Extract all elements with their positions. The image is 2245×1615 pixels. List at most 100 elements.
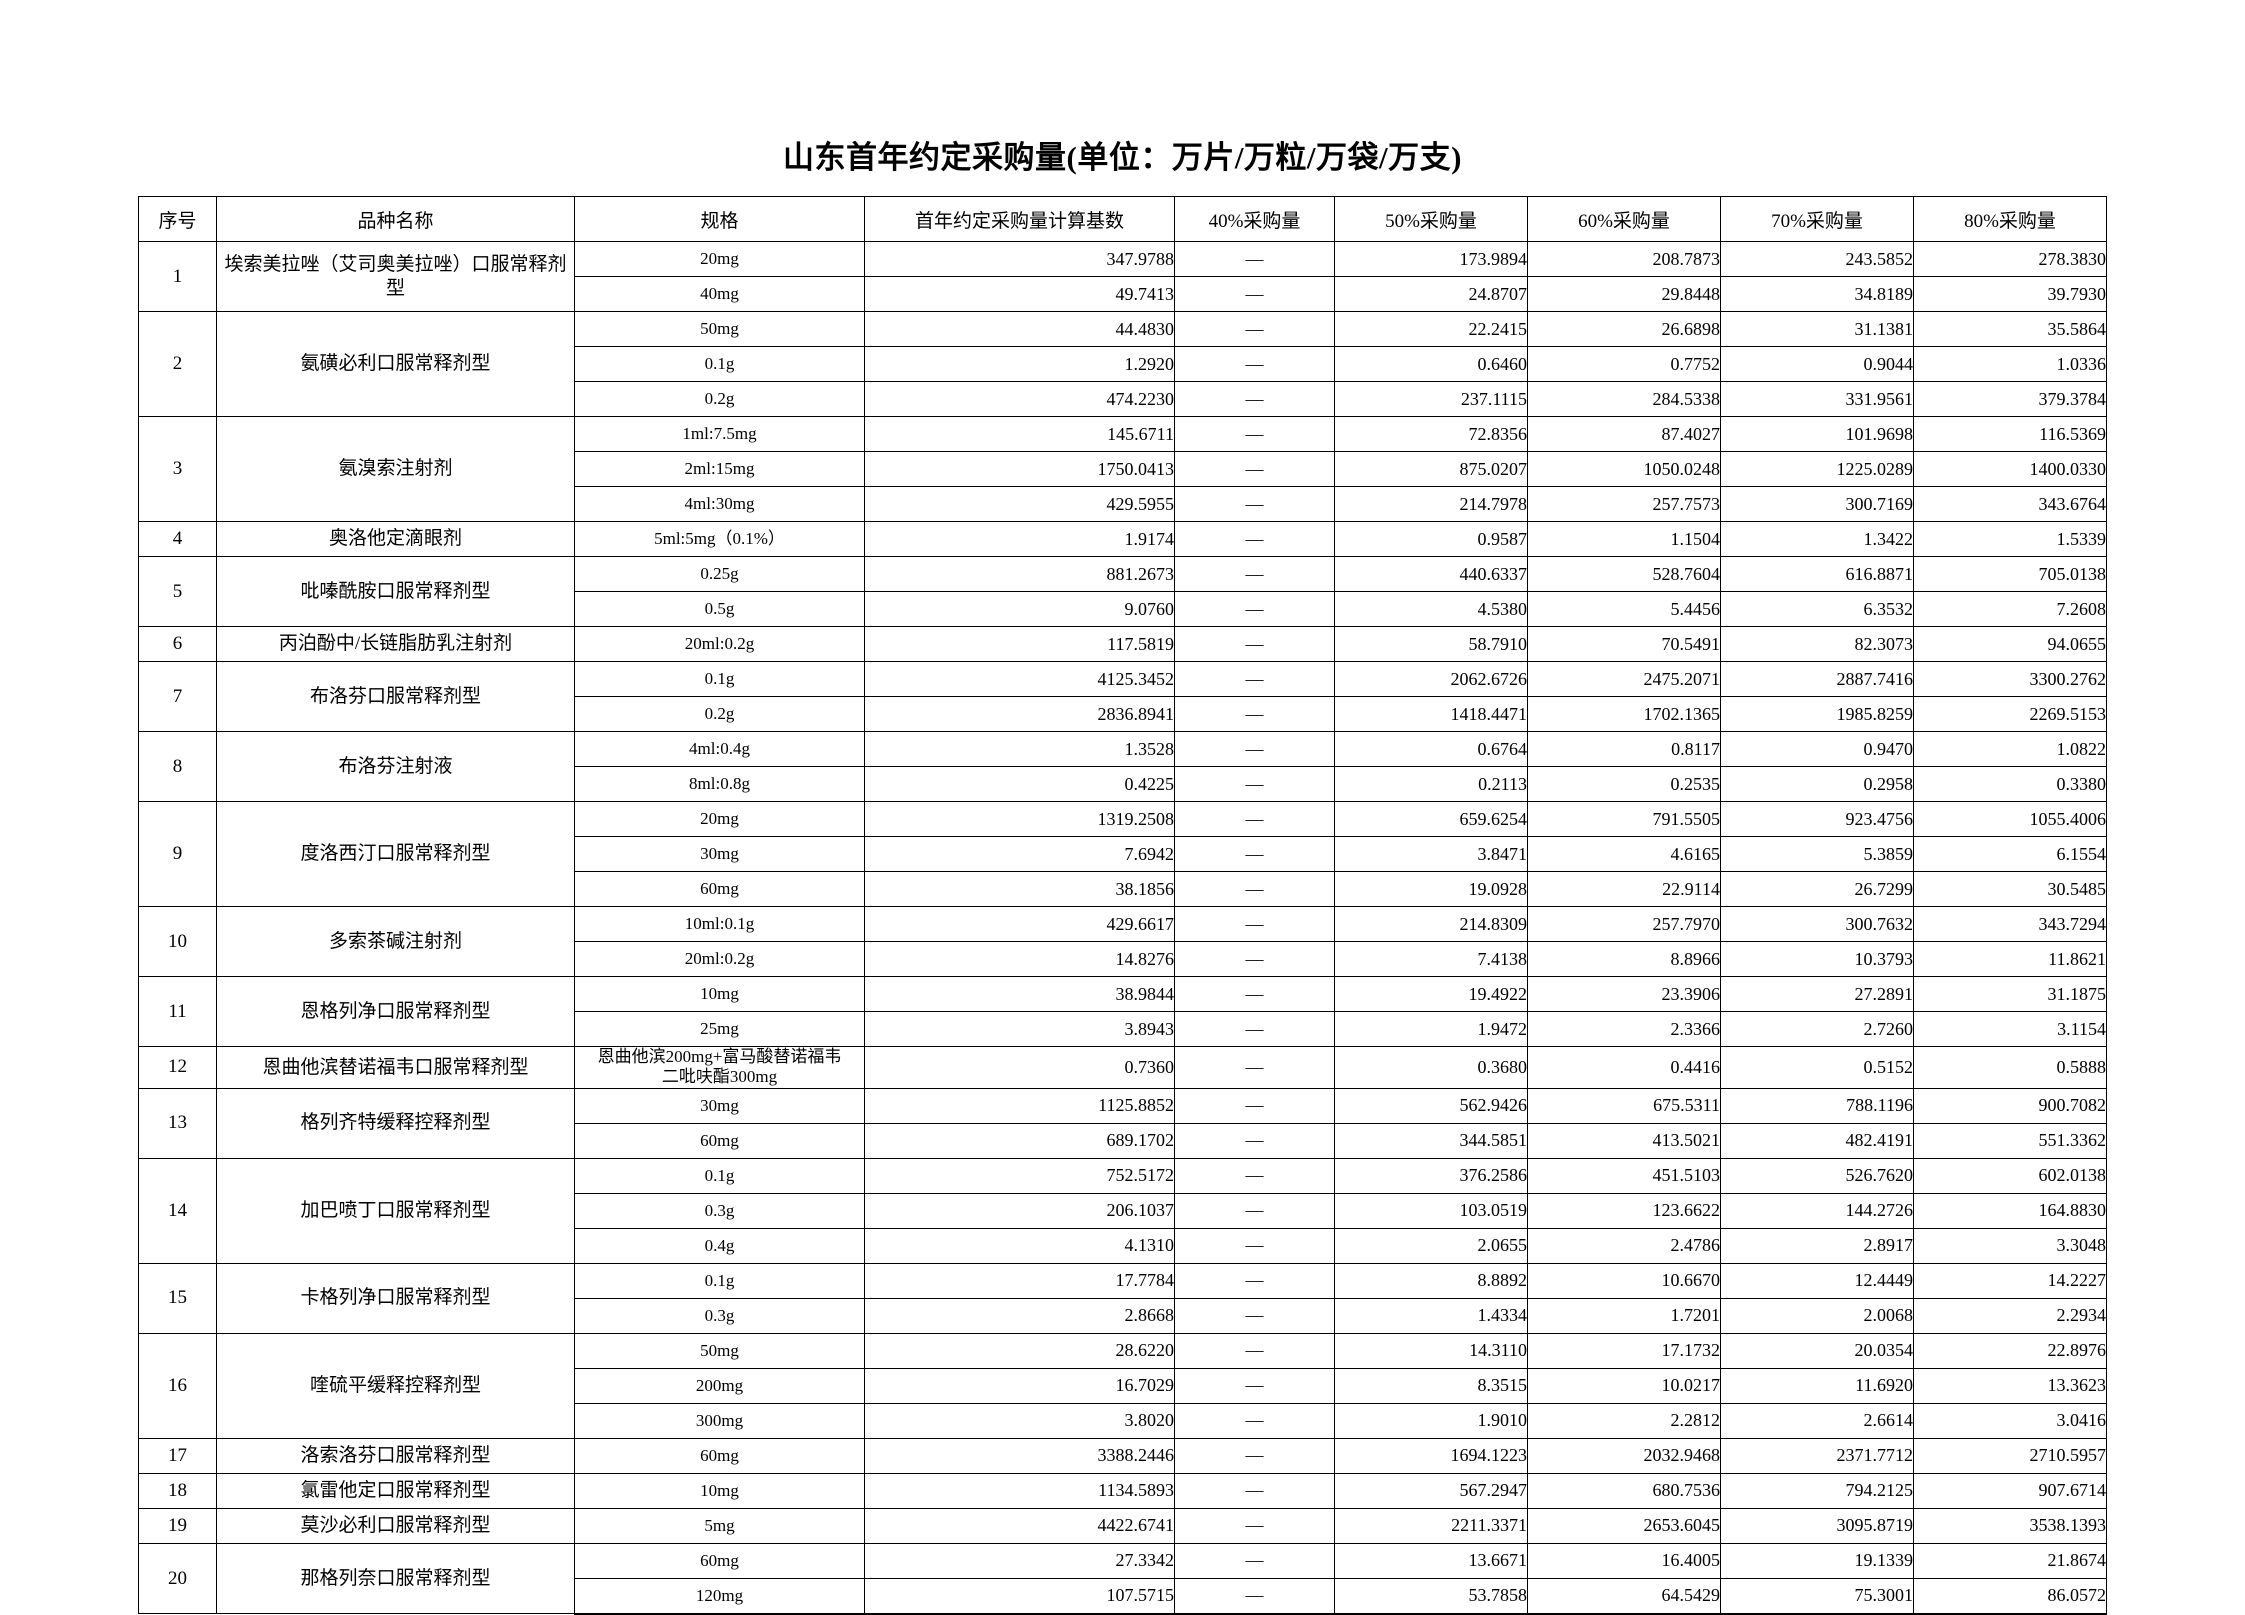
cell-product-name: 奥洛他定滴眼剂 xyxy=(216,521,575,557)
cell-pct80: 1.0822 xyxy=(1913,731,2107,767)
cell-specification: 50mg xyxy=(574,311,865,347)
cell-base-quantity: 881.2673 xyxy=(864,556,1175,592)
cell-specification: 0.2g xyxy=(574,381,865,417)
table-row: 7 布洛芬口服常释剂型 0.1g 4125.3452—2062.6726 2475.20… xyxy=(138,661,2107,732)
column-header-pct60: 60%采购量 xyxy=(1527,196,1721,242)
cell-pct60: 284.5338 xyxy=(1527,381,1721,417)
cell-pct40: — xyxy=(1174,311,1335,347)
cell-pct70: 1.3422 xyxy=(1720,521,1914,557)
cell-base-quantity: 1134.5893 xyxy=(864,1472,1175,1509)
cell-pct50: 1.9010 xyxy=(1334,1402,1528,1439)
cell-pct70: 26.7299 xyxy=(1720,871,1914,907)
cell-pct70: 5.3859 xyxy=(1720,836,1914,872)
cell-specification: 4ml:0.4g xyxy=(574,731,865,767)
cell-pct80: 30.5485 xyxy=(1913,871,2107,907)
cell-index: 1 xyxy=(138,241,217,312)
cell-pct60: 1702.1365 xyxy=(1527,696,1721,732)
cell-pct40: — xyxy=(1174,276,1335,312)
cell-pct80: 86.0572 xyxy=(1913,1577,2107,1615)
procurement-table: 序号 品种名称 规格 首年约定采购量计算基数 40%采购量 50%采购量 60%… xyxy=(138,196,2107,1615)
cell-pct50: 24.8707 xyxy=(1334,276,1528,312)
cell-pct60: 64.5429 xyxy=(1527,1577,1721,1615)
cell-pct50: 659.6254 xyxy=(1334,801,1528,837)
table-row: 60mg 38.1856—19.0928 22.9114 26.7299 30.5485 xyxy=(139,871,2107,907)
cell-pct70: 300.7632 xyxy=(1720,906,1914,942)
cell-base-quantity: 752.5172 xyxy=(864,1157,1175,1194)
cell-product-name: 恩格列净口服常释剂型 xyxy=(216,976,575,1047)
cell-index: 6 xyxy=(138,626,217,662)
cell-pct70: 794.2125 xyxy=(1720,1472,1914,1509)
table-row: 8ml:0.8g 0.4225—0.2113 0.2535 0.2958 0.3380 xyxy=(139,766,2107,802)
cell-pct80: 1.0336 xyxy=(1913,346,2107,382)
cell-base-quantity: 0.4225 xyxy=(864,766,1175,802)
cell-pct80: 2269.5153 xyxy=(1913,696,2107,732)
cell-pct70: 0.2958 xyxy=(1720,766,1914,802)
cell-pct80: 0.5888 xyxy=(1913,1046,2107,1089)
cell-specification: 0.2g xyxy=(574,696,865,732)
cell-pct80: 116.5369 xyxy=(1913,416,2107,452)
cell-pct80: 11.8621 xyxy=(1913,941,2107,977)
cell-pct60: 208.7873 xyxy=(1527,241,1721,277)
cell-pct80: 2710.5957 xyxy=(1913,1437,2107,1474)
cell-pct70: 482.4191 xyxy=(1720,1122,1914,1159)
cell-pct70: 0.9470 xyxy=(1720,731,1914,767)
cell-pct40: — xyxy=(1174,836,1335,872)
cell-pct40: — xyxy=(1174,1046,1335,1089)
cell-specification: 0.1g xyxy=(574,661,865,697)
cell-index: 4 xyxy=(138,521,217,557)
cell-pct70: 11.6920 xyxy=(1720,1367,1914,1404)
cell-specification: 60mg xyxy=(574,1437,865,1474)
cell-product-name: 多索茶碱注射剂 xyxy=(216,906,575,977)
cell-product-name: 氯雷他定口服常释剂型 xyxy=(216,1472,575,1509)
cell-pct70: 144.2726 xyxy=(1720,1192,1914,1229)
cell-pct50: 376.2586 xyxy=(1334,1157,1528,1194)
cell-pct40: — xyxy=(1174,1542,1335,1579)
cell-pct40: — xyxy=(1174,801,1335,837)
cell-pct60: 70.5491 xyxy=(1527,626,1721,662)
table-row: 15 卡格列净口服常释剂型 0.1g 17.7784—8.8892 10.6670 12.… xyxy=(138,1262,2107,1334)
cell-specification: 200mg xyxy=(574,1367,865,1404)
table-row: 0.1g 1.2920—0.6460 0.7752 0.9044 1.0336 xyxy=(139,346,2107,382)
table-row: 2ml:15mg 1750.0413—875.0207 1050.0248 1225.… xyxy=(139,451,2107,487)
cell-pct40: — xyxy=(1174,1297,1335,1334)
table-body: 1 埃索美拉唑（艾司奥美拉唑）口服常释剂型 20mg 347.9788—173.989… xyxy=(138,241,2107,1615)
cell-pct40: — xyxy=(1174,766,1335,802)
table-row: 8 布洛芬注射液 4ml:0.4g 1.3528—0.6764 0.8117 0.9470… xyxy=(138,731,2107,802)
cell-specification: 8ml:0.8g xyxy=(574,766,865,802)
cell-base-quantity: 9.0760 xyxy=(864,591,1175,627)
cell-pct60: 123.6622 xyxy=(1527,1192,1721,1229)
cell-base-quantity: 4.1310 xyxy=(864,1227,1175,1264)
cell-pct80: 13.3623 xyxy=(1913,1367,2107,1404)
cell-pct80: 602.0138 xyxy=(1913,1157,2107,1194)
cell-product-name: 氨磺必利口服常释剂型 xyxy=(216,311,575,417)
cell-base-quantity: 1.2920 xyxy=(864,346,1175,382)
cell-pct40: — xyxy=(1174,871,1335,907)
cell-specification: 10mg xyxy=(574,1472,865,1509)
cell-pct50: 0.2113 xyxy=(1334,766,1528,802)
table-row: 12 恩曲他滨替诺福韦口服常释剂型 恩曲他滨200mg+富马酸替诺福韦 二吡呋酯300… xyxy=(138,1046,2107,1089)
cell-base-quantity: 17.7784 xyxy=(864,1262,1175,1299)
cell-index: 8 xyxy=(138,731,217,802)
cell-pct80: 3538.1393 xyxy=(1913,1507,2107,1544)
cell-base-quantity: 206.1037 xyxy=(864,1192,1175,1229)
cell-index: 2 xyxy=(138,311,217,417)
cell-pct60: 2032.9468 xyxy=(1527,1437,1721,1474)
cell-pct50: 22.2415 xyxy=(1334,311,1528,347)
cell-pct60: 22.9114 xyxy=(1527,871,1721,907)
cell-pct40: — xyxy=(1174,1332,1335,1369)
cell-pct50: 19.4922 xyxy=(1334,976,1528,1012)
cell-pct60: 0.8117 xyxy=(1527,731,1721,767)
cell-index: 5 xyxy=(138,556,217,627)
cell-pct50: 8.3515 xyxy=(1334,1367,1528,1404)
cell-pct50: 237.1115 xyxy=(1334,381,1528,417)
cell-pct40: — xyxy=(1174,626,1335,662)
cell-base-quantity: 429.6617 xyxy=(864,906,1175,942)
cell-specification: 20mg xyxy=(574,241,865,277)
cell-pct70: 300.7169 xyxy=(1720,486,1914,522)
cell-pct50: 875.0207 xyxy=(1334,451,1528,487)
cell-specification: 120mg xyxy=(574,1577,865,1615)
cell-specification: 300mg xyxy=(574,1402,865,1439)
cell-product-name: 卡格列净口服常释剂型 xyxy=(216,1262,575,1334)
table-row: 20ml:0.2g 14.8276—7.4138 8.8966 10.3793 11.8… xyxy=(139,941,2107,977)
table-row: 16 喹硫平缓释控释剂型 50mg 28.6220—14.3110 17.1732 20.… xyxy=(138,1332,2107,1439)
